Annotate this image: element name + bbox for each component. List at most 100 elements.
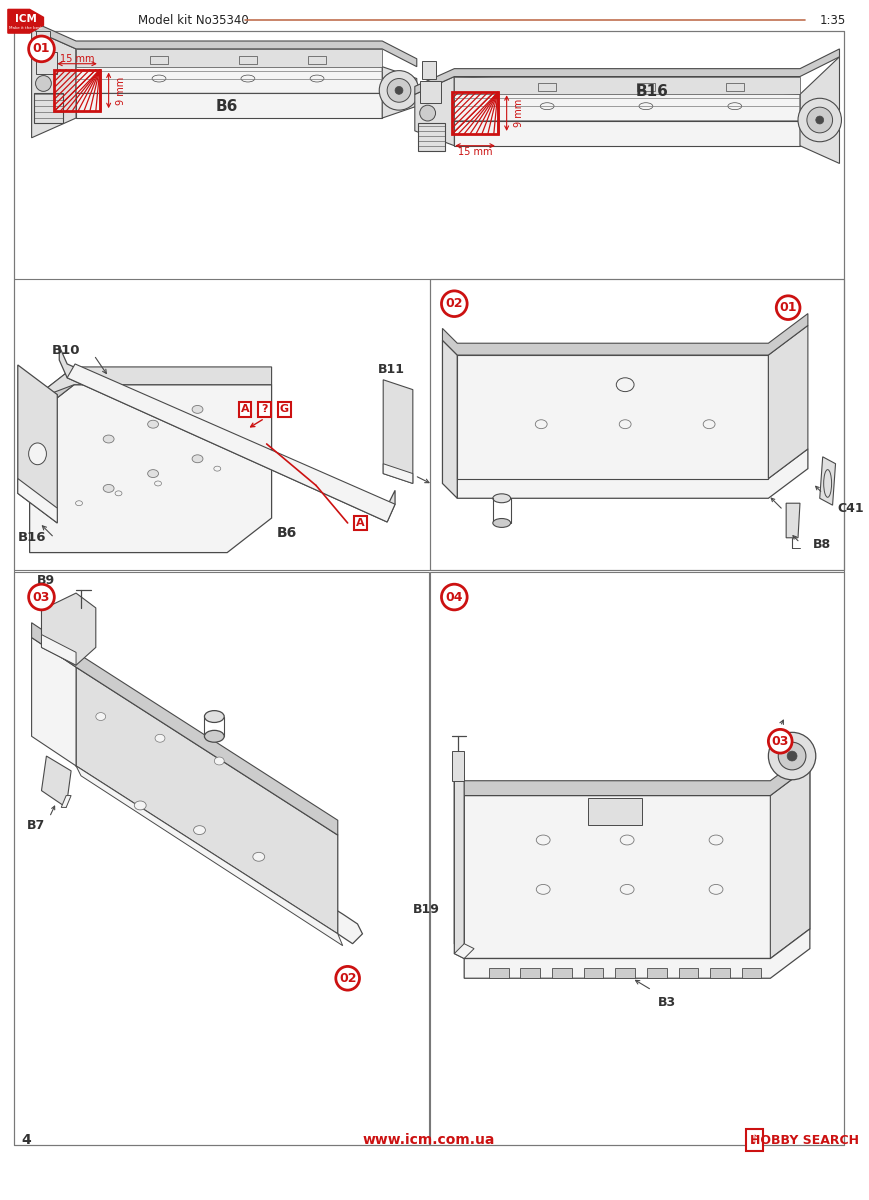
Circle shape: [768, 732, 816, 780]
Text: 01: 01: [779, 301, 797, 314]
Ellipse shape: [703, 420, 715, 428]
Ellipse shape: [639, 103, 653, 109]
Ellipse shape: [76, 500, 83, 505]
Ellipse shape: [310, 76, 324, 82]
Ellipse shape: [620, 420, 631, 428]
Circle shape: [379, 71, 419, 110]
Ellipse shape: [493, 518, 511, 528]
Polygon shape: [415, 49, 839, 95]
Polygon shape: [59, 346, 395, 522]
Polygon shape: [457, 355, 768, 479]
Polygon shape: [454, 121, 800, 145]
Ellipse shape: [728, 103, 742, 109]
Bar: [453, 92, 498, 134]
Polygon shape: [819, 457, 835, 505]
Ellipse shape: [541, 103, 554, 109]
Text: 4: 4: [22, 1133, 31, 1147]
Polygon shape: [454, 781, 464, 959]
Text: A: A: [241, 404, 249, 414]
Bar: [726, 84, 744, 91]
Ellipse shape: [194, 826, 205, 834]
Polygon shape: [521, 968, 541, 978]
Bar: [36, 31, 50, 49]
Bar: [55, 70, 100, 112]
Text: 15 mm: 15 mm: [458, 146, 493, 157]
Bar: [14, 31, 845, 570]
Bar: [258, 402, 271, 416]
Ellipse shape: [253, 852, 265, 862]
Polygon shape: [800, 56, 839, 163]
Bar: [14, 572, 428, 1145]
Polygon shape: [647, 968, 667, 978]
Circle shape: [798, 98, 841, 142]
Text: Model kit No35340: Model kit No35340: [138, 13, 249, 26]
Polygon shape: [442, 341, 457, 498]
Text: B8: B8: [813, 538, 831, 551]
Polygon shape: [382, 67, 417, 118]
Ellipse shape: [103, 485, 114, 492]
Bar: [538, 84, 556, 91]
Ellipse shape: [115, 491, 122, 496]
Text: B16: B16: [635, 84, 668, 98]
Polygon shape: [383, 379, 413, 484]
Polygon shape: [76, 49, 382, 94]
Ellipse shape: [620, 884, 634, 894]
Ellipse shape: [709, 884, 723, 894]
Ellipse shape: [493, 494, 511, 503]
Circle shape: [395, 86, 403, 95]
Circle shape: [29, 36, 55, 61]
Ellipse shape: [155, 734, 165, 743]
Ellipse shape: [536, 835, 550, 845]
Polygon shape: [76, 751, 362, 943]
Text: C41: C41: [838, 502, 864, 515]
Text: 03: 03: [33, 590, 50, 604]
Polygon shape: [30, 385, 272, 552]
Circle shape: [779, 743, 806, 770]
Text: 04: 04: [446, 590, 463, 604]
Polygon shape: [454, 751, 810, 796]
Polygon shape: [442, 313, 808, 355]
Bar: [420, 82, 441, 103]
Ellipse shape: [148, 469, 158, 478]
Text: B3: B3: [658, 996, 676, 1009]
Polygon shape: [415, 77, 454, 145]
Polygon shape: [67, 364, 395, 522]
Polygon shape: [8, 10, 43, 34]
Polygon shape: [552, 968, 572, 978]
Ellipse shape: [135, 800, 146, 810]
Bar: [429, 572, 845, 1145]
Polygon shape: [383, 463, 413, 484]
Ellipse shape: [535, 420, 547, 428]
Circle shape: [420, 106, 435, 121]
Polygon shape: [30, 367, 74, 419]
Bar: [587, 798, 642, 826]
Ellipse shape: [204, 731, 224, 743]
Circle shape: [36, 76, 51, 91]
Polygon shape: [584, 968, 603, 978]
Text: 01: 01: [33, 42, 50, 55]
Polygon shape: [17, 365, 57, 523]
Bar: [238, 402, 251, 416]
Circle shape: [441, 584, 468, 610]
Polygon shape: [42, 635, 76, 665]
Text: 1:35: 1:35: [819, 13, 846, 26]
Polygon shape: [31, 22, 417, 67]
Bar: [421, 61, 435, 78]
Text: B6: B6: [276, 526, 296, 540]
Bar: [150, 56, 168, 64]
Ellipse shape: [214, 466, 221, 472]
Bar: [308, 56, 326, 64]
Polygon shape: [31, 623, 338, 835]
Circle shape: [787, 751, 797, 761]
Ellipse shape: [536, 884, 550, 894]
Bar: [418, 122, 446, 151]
Bar: [239, 56, 256, 64]
Polygon shape: [454, 77, 800, 95]
Bar: [746, 1129, 764, 1151]
Ellipse shape: [204, 710, 224, 722]
Ellipse shape: [155, 481, 162, 486]
Polygon shape: [31, 29, 76, 138]
Text: HOBBY SEARCH: HOBBY SEARCH: [751, 1134, 859, 1147]
Text: ?: ?: [262, 404, 268, 414]
Polygon shape: [786, 503, 800, 538]
